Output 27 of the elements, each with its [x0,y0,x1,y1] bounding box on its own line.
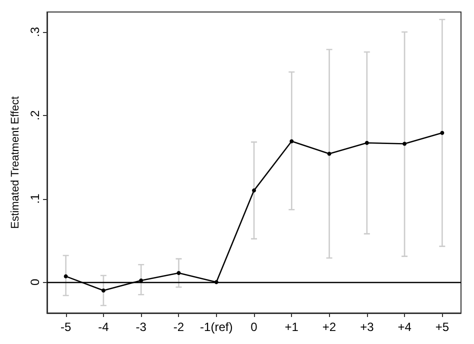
x-tick-label: +4 [398,320,412,334]
point [402,142,407,146]
x-tick-label: -2 [173,320,184,334]
x-tick-label: +5 [435,320,450,334]
x-tick-label: -4 [98,320,110,334]
point [290,139,294,144]
point [440,130,444,135]
x-tick-label: +2 [322,320,336,334]
y-tick-label: .1 [28,193,42,204]
point [139,278,144,282]
point [214,280,218,284]
y-axis-title: Estimated Treatment Effect [10,96,22,229]
point [176,270,181,275]
x-tick-label: +1 [284,320,299,334]
y-tick-label: .3 [28,26,42,38]
point [64,274,68,278]
x-tick-label: -5 [60,320,72,334]
point [364,140,369,145]
y-tick-label: 0 [28,278,42,286]
x-tick-label: 0 [250,320,258,334]
point [101,288,106,292]
x-tick-label: -3 [136,320,147,334]
y-tick-label: .2 [28,110,42,120]
x-tick-label: +3 [360,320,374,334]
point [252,188,256,192]
point [327,152,332,156]
x-tick-label: -1(ref) [200,320,233,334]
